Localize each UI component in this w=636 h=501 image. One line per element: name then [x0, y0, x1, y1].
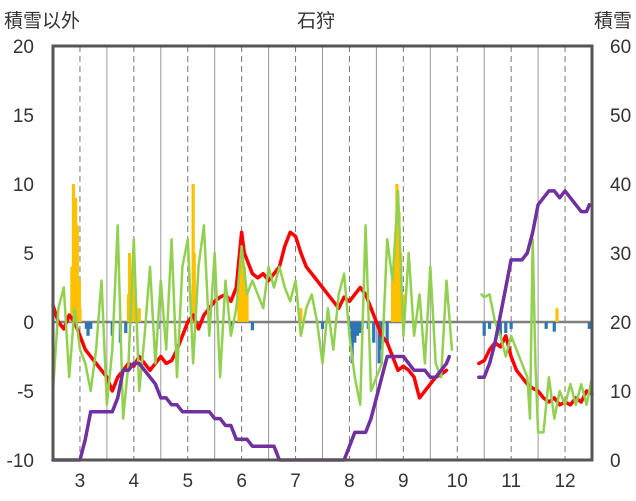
right-y-tick-label: 0 [610, 451, 621, 472]
right-y-ticks: 60 50 40 30 20 10 0 [610, 37, 631, 472]
bar [242, 266, 246, 322]
bar [509, 322, 513, 329]
bar [397, 211, 401, 322]
bar [555, 308, 559, 322]
bar [70, 266, 74, 322]
left-y-tick-label: 10 [13, 175, 34, 196]
bar [482, 322, 486, 336]
bar [137, 308, 141, 322]
x-tick-label: 5 [182, 471, 193, 492]
bar [84, 322, 89, 329]
plot-border [51, 44, 594, 462]
chart-title: 石狩 [297, 10, 335, 32]
bar [395, 184, 399, 322]
right-y-tick-label: 60 [610, 37, 631, 58]
bar [237, 280, 241, 322]
right-axis-title: 積雪 [594, 10, 632, 32]
x-tick-label: 10 [447, 471, 468, 492]
bar [245, 294, 249, 322]
bar [127, 253, 132, 322]
bar [299, 308, 303, 322]
bar [385, 322, 389, 343]
bar-series [70, 184, 591, 364]
x-tick-label: 12 [554, 471, 575, 492]
left-y-tick-label: 5 [23, 244, 34, 265]
bar [358, 322, 362, 334]
bar [353, 322, 357, 343]
series-line [51, 354, 451, 462]
left-y-tick-label: 0 [23, 313, 34, 334]
series-line [480, 237, 594, 434]
bar [390, 280, 395, 322]
right-y-tick-label: 10 [610, 382, 631, 403]
left-y-tick-label: -5 [17, 382, 34, 403]
bar [131, 266, 135, 322]
x-tick-label: 7 [290, 471, 301, 492]
bar [89, 322, 93, 329]
right-y-tick-label: 30 [610, 244, 631, 265]
bar [487, 322, 492, 329]
bar [355, 322, 360, 336]
bar [86, 322, 90, 336]
bar [377, 322, 381, 364]
bar [71, 184, 76, 322]
bar [124, 322, 128, 334]
bar [240, 253, 244, 322]
bar [74, 197, 78, 322]
x-tick-label: 6 [236, 471, 247, 492]
left-y-ticks: 20 15 10 5 0 -5 -10 [7, 37, 34, 472]
right-y-tick-label: 40 [610, 175, 631, 196]
left-y-tick-label: -10 [7, 451, 34, 472]
x-tick-label: 3 [75, 471, 86, 492]
right-y-tick-label: 50 [610, 106, 631, 127]
left-y-tick-label: 15 [13, 106, 34, 127]
x-tick-label: 9 [398, 471, 409, 492]
right-y-tick-label: 20 [610, 313, 631, 334]
series-line [51, 189, 454, 420]
bar [75, 225, 79, 322]
x-tick-label: 8 [344, 471, 355, 492]
series-line [477, 189, 592, 379]
bar [544, 322, 548, 329]
left-axis-title: 積雪以外 [4, 10, 80, 32]
bar [133, 294, 137, 322]
bar [78, 308, 82, 322]
bar [320, 322, 325, 329]
bar [192, 253, 196, 322]
bar [498, 322, 502, 336]
left-y-tick-label: 20 [13, 37, 34, 58]
line-series [51, 189, 594, 462]
bar [372, 322, 376, 343]
bar [587, 322, 591, 329]
plot-frame [51, 44, 594, 462]
x-tick-label: 11 [501, 471, 521, 492]
bar [393, 253, 397, 322]
bar [350, 322, 354, 364]
bar [552, 322, 556, 332]
bar [250, 322, 255, 331]
bar [77, 280, 82, 322]
series-line [51, 230, 449, 400]
x-ticks: 3 4 5 6 7 8 9 10 11 12 [75, 471, 576, 492]
bar [504, 322, 508, 334]
x-tick-label: 4 [129, 471, 140, 492]
